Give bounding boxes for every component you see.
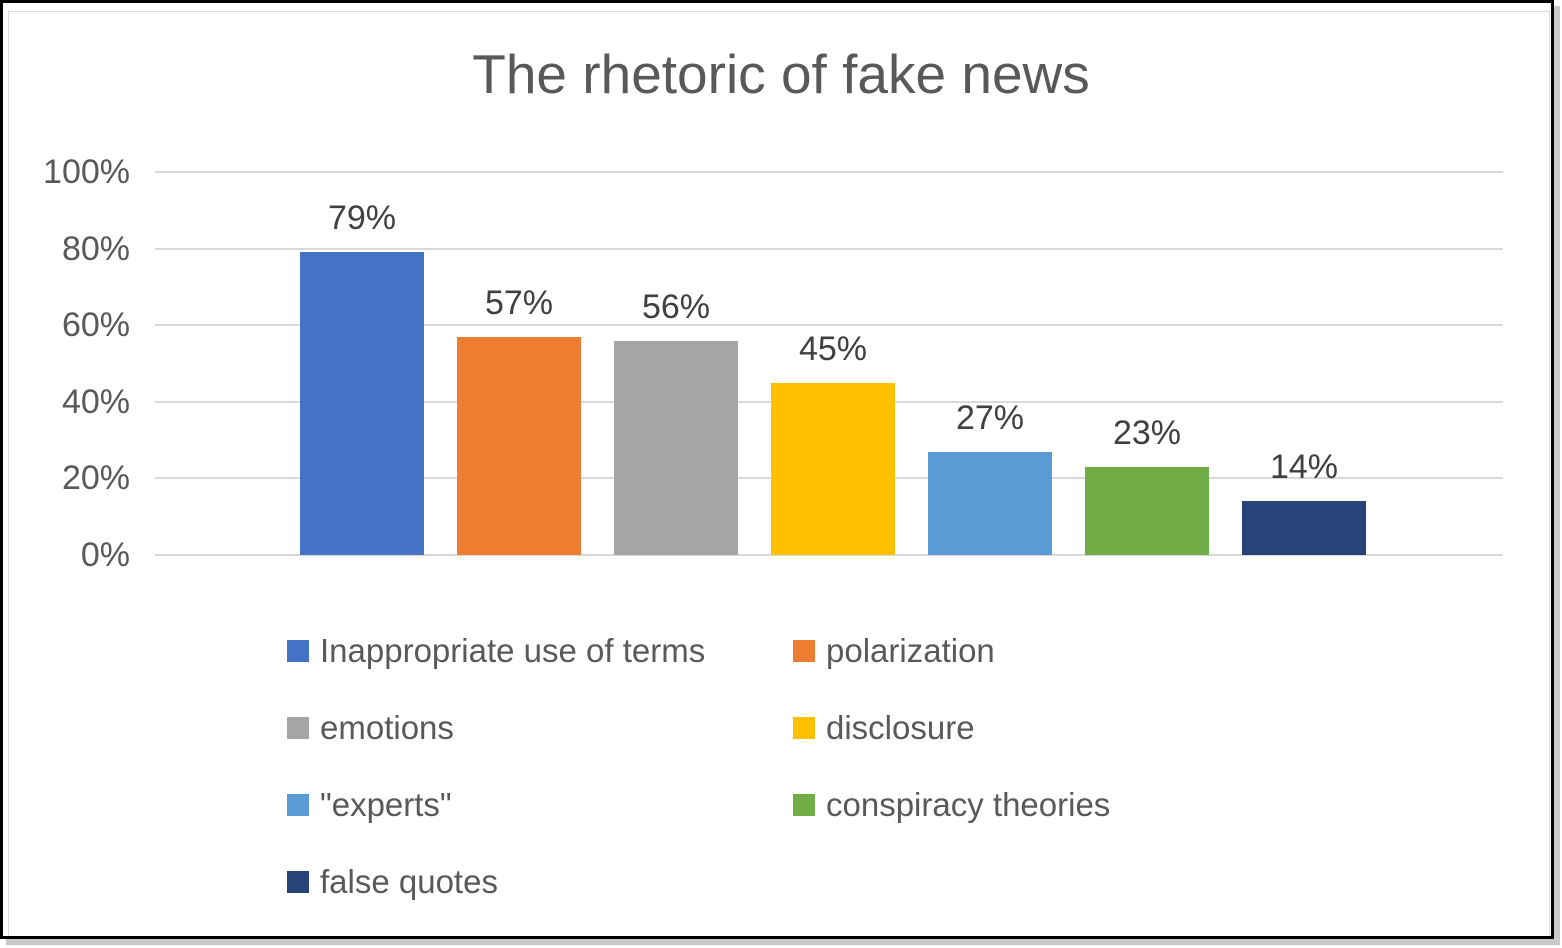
legend-item-experts: "experts" bbox=[287, 786, 793, 824]
legend-label-inappropriate-use-of-terms: Inappropriate use of terms bbox=[320, 631, 706, 669]
bar-emotions bbox=[614, 341, 738, 555]
legend-swatch-experts bbox=[287, 793, 309, 816]
bar-experts bbox=[928, 452, 1052, 555]
y-tick-0: 0% bbox=[80, 536, 130, 574]
bar-inappropriate-use-of-terms bbox=[300, 252, 424, 555]
bar-disclosure bbox=[771, 383, 895, 555]
bar-polarization bbox=[457, 337, 581, 555]
legend-label-disclosure: disclosure bbox=[826, 708, 975, 746]
y-tick-100: 100% bbox=[43, 153, 130, 191]
chart-title: The rhetoric of fake news bbox=[472, 43, 1090, 105]
legend-item-disclosure: disclosure bbox=[793, 709, 1353, 747]
legend-item-false-quotes: false quotes bbox=[287, 863, 793, 901]
gridline-0 bbox=[155, 554, 1503, 556]
legend-item-inappropriate-use-of-terms: Inappropriate use of terms bbox=[287, 632, 793, 670]
legend: Inappropriate use of terms polarization em… bbox=[287, 612, 1353, 920]
legend-swatch-disclosure bbox=[793, 716, 815, 739]
legend-swatch-polarization bbox=[793, 639, 815, 662]
legend-swatch-conspiracy-theories bbox=[793, 793, 815, 816]
legend-label-polarization: polarization bbox=[826, 631, 995, 669]
bar-label-false-quotes: 14% bbox=[1269, 448, 1339, 486]
legend-swatch-false-quotes bbox=[287, 870, 309, 893]
legend-label-conspiracy-theories: conspiracy theories bbox=[826, 785, 1111, 823]
legend-label-false-quotes: false quotes bbox=[320, 862, 498, 900]
legend-swatch-inappropriate-use-of-terms bbox=[287, 639, 309, 662]
bar-label-inappropriate-use-of-terms: 79% bbox=[327, 199, 397, 237]
bar-label-emotions: 56% bbox=[641, 288, 711, 326]
gridline-60 bbox=[155, 324, 1503, 327]
gridline-100 bbox=[155, 171, 1503, 173]
bar-false-quotes bbox=[1242, 501, 1366, 555]
y-tick-20: 20% bbox=[61, 459, 130, 498]
legend-label-experts: "experts" bbox=[320, 785, 452, 823]
gridline-80 bbox=[155, 247, 1503, 250]
legend-item-conspiracy-theories: conspiracy theories bbox=[793, 786, 1353, 824]
legend-swatch-emotions bbox=[287, 716, 309, 739]
bar-conspiracy-theories bbox=[1085, 467, 1209, 555]
y-tick-40: 40% bbox=[61, 382, 130, 421]
y-tick-80: 80% bbox=[61, 229, 130, 268]
legend-item-emotions: emotions bbox=[287, 709, 793, 747]
bar-label-polarization: 57% bbox=[484, 284, 554, 322]
y-tick-60: 60% bbox=[61, 306, 130, 345]
bar-label-conspiracy-theories: 23% bbox=[1112, 414, 1182, 452]
plot-area: 79% 57% 56% 45% 27% 23% 14% bbox=[155, 171, 1503, 556]
legend-item-polarization: polarization bbox=[793, 632, 1353, 670]
y-axis: 0% 20% 40% 60% 80% 100% bbox=[0, 153, 140, 574]
legend-label-emotions: emotions bbox=[320, 708, 454, 746]
bar-label-experts: 27% bbox=[955, 399, 1025, 437]
bar-label-disclosure: 45% bbox=[798, 330, 868, 368]
